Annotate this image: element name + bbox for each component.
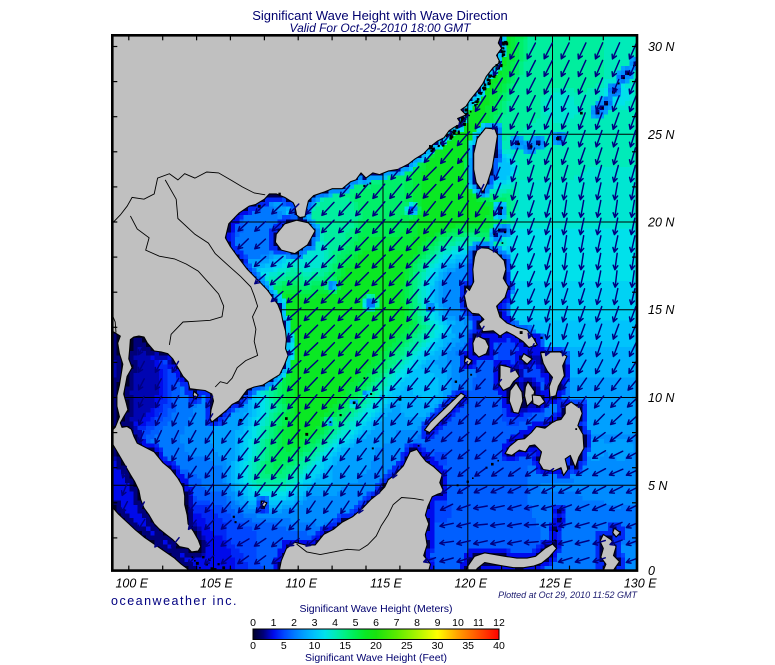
svg-text:0: 0: [250, 617, 256, 629]
svg-text:10: 10: [309, 640, 321, 652]
svg-text:10 N: 10 N: [648, 391, 675, 405]
svg-text:20 N: 20 N: [647, 216, 675, 230]
svg-text:25 N: 25 N: [647, 128, 675, 142]
svg-text:2: 2: [291, 617, 297, 629]
svg-text:6: 6: [373, 617, 379, 629]
svg-text:120 E: 120 E: [454, 577, 487, 591]
svg-text:Significant Wave Height (Feet): Significant Wave Height (Feet): [305, 652, 447, 664]
svg-text:25: 25: [401, 640, 413, 652]
svg-text:130 E: 130 E: [624, 577, 657, 591]
svg-text:105 E: 105 E: [200, 577, 233, 591]
svg-text:7: 7: [394, 617, 400, 629]
svg-text:Plotted at Oct 29, 2010 11:52: Plotted at Oct 29, 2010 11:52 GMT: [498, 590, 638, 600]
svg-text:15 N: 15 N: [648, 303, 675, 317]
svg-text:5: 5: [281, 640, 287, 652]
svg-text:5 N: 5 N: [648, 479, 668, 493]
svg-text:0: 0: [250, 640, 256, 652]
svg-text:8: 8: [414, 617, 420, 629]
svg-text:oceanweather inc.: oceanweather inc.: [111, 594, 238, 608]
svg-text:30: 30: [432, 640, 444, 652]
svg-text:35: 35: [462, 640, 474, 652]
svg-text:125 E: 125 E: [539, 577, 572, 591]
svg-text:9: 9: [435, 617, 441, 629]
svg-text:115 E: 115 E: [370, 577, 402, 591]
svg-text:20: 20: [370, 640, 382, 652]
svg-text:0: 0: [648, 564, 655, 578]
svg-text:Significant Wave Height (Meter: Significant Wave Height (Meters): [299, 603, 452, 615]
svg-text:3: 3: [312, 617, 318, 629]
svg-text:Valid For Oct-29-2010 18:00 GM: Valid For Oct-29-2010 18:00 GMT: [290, 21, 473, 35]
svg-text:12: 12: [493, 617, 505, 629]
svg-text:Significant Wave Height with W: Significant Wave Height with Wave Direct…: [252, 8, 508, 23]
svg-text:5: 5: [353, 617, 359, 629]
svg-text:30 N: 30 N: [648, 40, 675, 54]
svg-text:15: 15: [339, 640, 351, 652]
svg-text:40: 40: [493, 640, 505, 652]
svg-text:11: 11: [473, 617, 484, 629]
svg-text:10: 10: [452, 617, 464, 629]
svg-text:1: 1: [271, 617, 277, 629]
svg-text:100 E: 100 E: [115, 577, 148, 591]
svg-text:4: 4: [332, 617, 338, 629]
svg-text:110 E: 110 E: [285, 577, 317, 591]
